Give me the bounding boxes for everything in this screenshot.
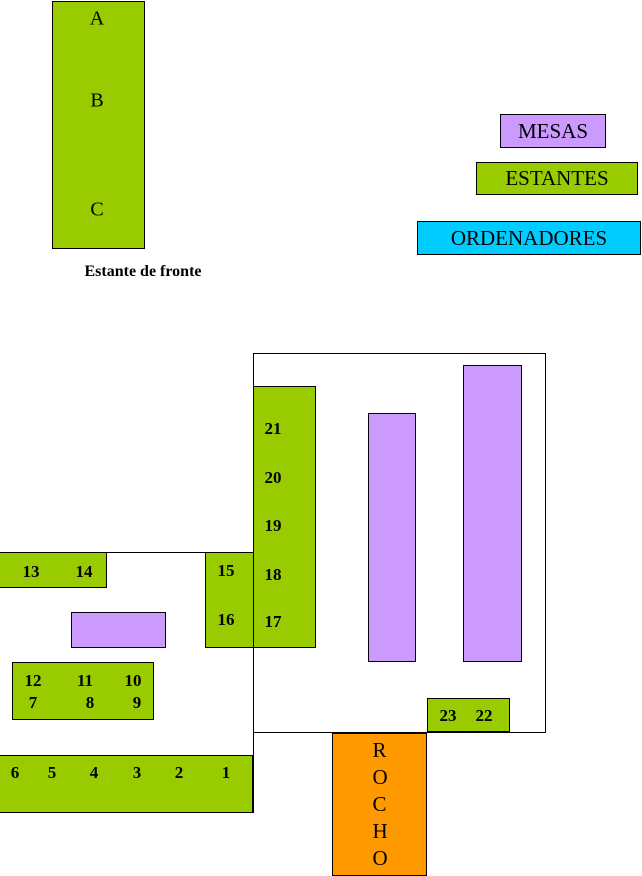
shelf [0, 755, 253, 813]
shelf-label: 4 [89, 763, 99, 782]
shelf-label: 1 [221, 763, 231, 782]
shelf-label: 19 [264, 516, 282, 535]
shelf-letter: A [89, 7, 105, 30]
shelf-label: 6 [10, 763, 20, 782]
shelf-label: 22 [475, 706, 493, 725]
shelf-label: 20 [264, 468, 282, 487]
door: ROCHO [332, 733, 427, 876]
shelf-label: 9 [132, 693, 142, 712]
table [368, 413, 416, 662]
legend-shelves: ESTANTES [476, 162, 638, 195]
shelf-label: 18 [264, 565, 282, 584]
shelf-letter: C [90, 198, 104, 221]
caption: Estante de fronte [84, 263, 202, 280]
legend-tables: MESAS [500, 114, 606, 148]
legend-label: ESTANTES [505, 166, 609, 190]
shelf-label: 16 [217, 610, 235, 629]
shelf [253, 386, 316, 648]
shelf [12, 662, 154, 720]
table [463, 365, 522, 662]
shelf [205, 552, 254, 648]
shelf-label: 14 [75, 562, 93, 581]
shelf-label: 11 [76, 671, 94, 690]
shelf-label: 7 [28, 693, 38, 712]
shelf-label: 17 [264, 612, 282, 631]
door-label: ROCHO [372, 738, 388, 870]
shelf-label: 23 [439, 706, 457, 725]
table [71, 612, 166, 648]
front-shelf [52, 1, 145, 249]
legend-label: MESAS [517, 118, 589, 143]
shelf-label: 21 [264, 419, 282, 438]
legend-computers: ORDENADORES [417, 221, 641, 255]
legend-label: ORDENADORES [450, 225, 608, 250]
shelf-label: 3 [132, 763, 142, 782]
shelf-label: 15 [217, 561, 235, 580]
shelf-label: 10 [124, 671, 142, 690]
shelf-label: 8 [85, 693, 95, 712]
shelf [427, 698, 510, 732]
shelf-letter: B [90, 89, 104, 112]
shelf-label: 13 [22, 562, 40, 581]
shelf-label: 2 [174, 763, 184, 782]
shelf [0, 552, 107, 588]
shelf-label: 5 [47, 763, 57, 782]
shelf-label: 12 [24, 671, 42, 690]
